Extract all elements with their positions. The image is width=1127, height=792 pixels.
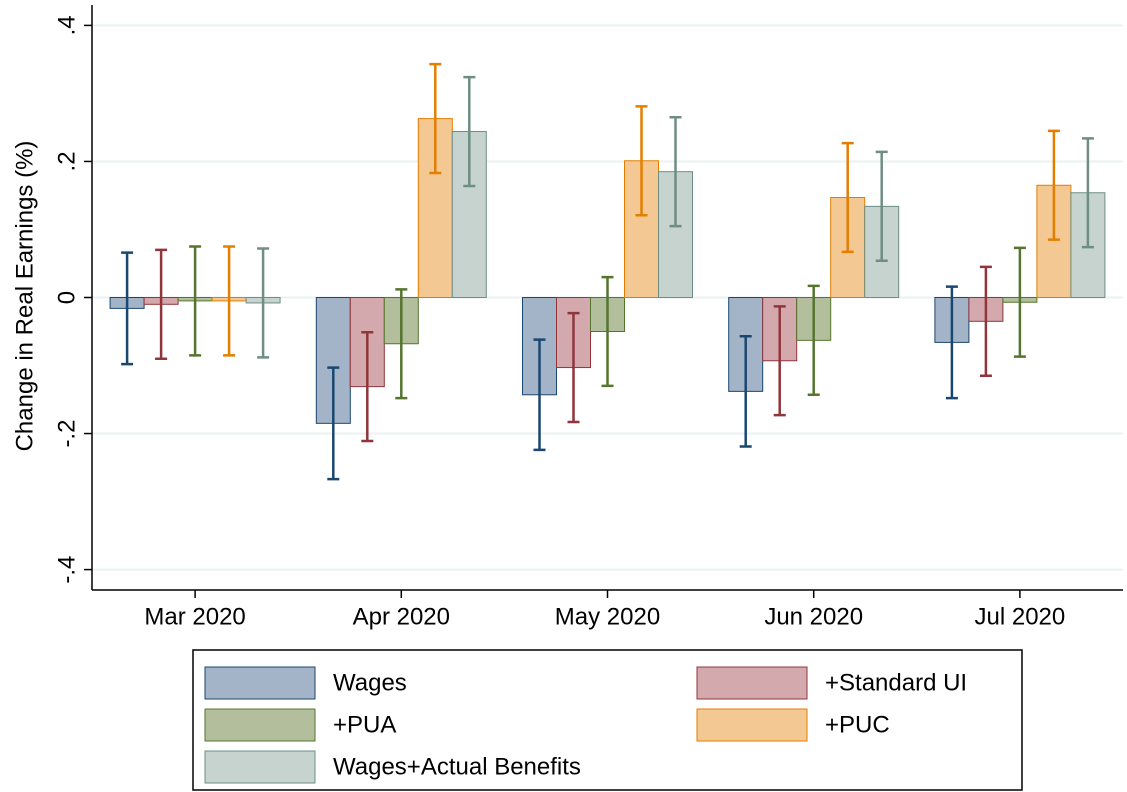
y-tick-label: -.2 (53, 420, 80, 448)
error-bar (841, 141, 854, 254)
legend-box (192, 649, 1023, 791)
legend-label: +PUC (825, 711, 890, 738)
y-tick-label: -.4 (53, 556, 80, 584)
bar (658, 171, 693, 299)
error-bar (945, 285, 958, 400)
error-bar (533, 338, 546, 452)
error-bar (395, 288, 408, 400)
error-bar (601, 275, 614, 388)
error-bar (463, 75, 476, 188)
error-bar (189, 245, 202, 357)
x-tick-label: May 2020 (555, 603, 660, 630)
error-bar (361, 330, 374, 443)
error-bar (739, 335, 752, 448)
x-tick-label: Jul 2020 (975, 603, 1066, 630)
legend-swatch (204, 666, 316, 700)
error-bar (1047, 129, 1060, 241)
y-tick-label: .4 (53, 15, 80, 35)
y-axis-title: Change in Real Earnings (%) (11, 141, 38, 452)
error-bar (567, 311, 580, 424)
error-bar (121, 251, 134, 366)
x-tick-label: Apr 2020 (353, 603, 450, 630)
error-bar (223, 245, 236, 357)
error-bar (669, 115, 682, 228)
error-bar (635, 105, 648, 217)
error-bar (1081, 137, 1094, 249)
y-tick-label: .2 (53, 151, 80, 171)
x-tick-label: Jun 2020 (764, 603, 863, 630)
legend-label: +PUA (333, 711, 396, 738)
legend-label: Wages (333, 669, 407, 696)
y-tick-label: 0 (53, 291, 80, 304)
x-tick-label: Mar 2020 (144, 603, 245, 630)
error-bar (773, 305, 786, 417)
error-bar (979, 265, 992, 377)
error-bar (155, 248, 168, 360)
error-bar (807, 284, 820, 397)
error-bar (429, 62, 442, 175)
error-bar (1013, 246, 1026, 358)
error-bar (875, 150, 888, 263)
legend-swatch (204, 750, 316, 784)
legend-label: +Standard UI (825, 669, 967, 696)
legend-label: Wages+Actual Benefits (333, 753, 581, 780)
error-bar (327, 366, 340, 481)
legend-swatch (696, 708, 808, 742)
legend-swatch (696, 666, 808, 700)
legend-swatch (204, 708, 316, 742)
error-bar (257, 247, 270, 359)
